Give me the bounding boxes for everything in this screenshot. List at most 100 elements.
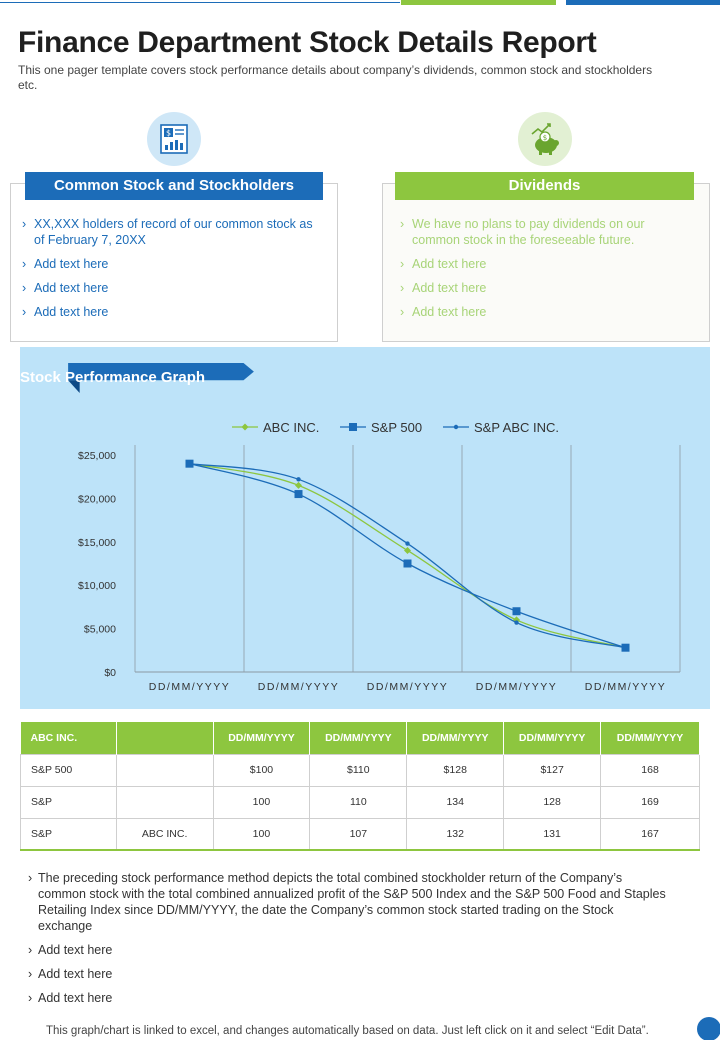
financial-report-icon: $ — [147, 112, 201, 166]
chevron-right-icon: › — [28, 871, 33, 885]
table-cell: $127 — [503, 753, 602, 787]
y-tick-label: $0 — [104, 667, 116, 679]
table-cell — [115, 753, 214, 787]
table-cell: S&P 500 — [20, 753, 117, 787]
table-cell: 134 — [406, 785, 505, 819]
legend-label: ABC INC. — [263, 420, 319, 435]
table-cell: S&P — [20, 817, 117, 851]
chevron-right-icon: › — [400, 305, 405, 319]
data-point — [514, 620, 519, 625]
chevron-right-icon: › — [28, 967, 33, 981]
page-subtitle: This one pager template covers stock per… — [18, 63, 653, 92]
common-stock-list: › XX,XXX holders of record of our common … — [22, 216, 322, 328]
y-tick-label: $20,000 — [78, 493, 116, 505]
column-header: DD/MM/YYYY — [309, 722, 408, 754]
table-row: S&P 100 110 134 128 169 — [20, 785, 700, 819]
table-cell: 169 — [600, 785, 700, 819]
table-cell: $100 — [212, 753, 311, 787]
legend-label: S&P ABC INC. — [474, 420, 559, 435]
table-cell: ABC INC. — [115, 817, 214, 851]
series-line — [189, 463, 626, 649]
table-cell: 100 — [212, 817, 311, 851]
list-item: › XX,XXX holders of record of our common … — [22, 217, 313, 247]
column-header: DD/MM/YYYY — [406, 722, 505, 754]
y-tick-label: $25,000 — [78, 450, 116, 462]
y-tick-label: $10,000 — [78, 580, 116, 592]
top-accent-blue — [566, 0, 720, 5]
chevron-right-icon: › — [400, 281, 405, 295]
x-tick-label: DD/MM/YYYY — [367, 681, 449, 693]
column-header: DD/MM/YYYY — [213, 722, 311, 754]
dividends-panel — [382, 183, 710, 342]
list-item: › Add text here — [28, 943, 113, 957]
table-row: S&P ABC INC. 100 107 132 131 167 — [20, 817, 700, 851]
data-point — [295, 481, 302, 489]
column-header: DD/MM/YYYY — [600, 722, 700, 754]
data-point — [296, 477, 301, 482]
table-cell: S&P — [20, 785, 117, 819]
table-cell — [115, 785, 214, 819]
chevron-right-icon: › — [22, 257, 27, 271]
piggy-bank-growth-icon: $ — [518, 112, 572, 166]
legend-marker — [453, 424, 459, 430]
footer-note: This graph/chart is linked to excel, and… — [46, 1025, 649, 1037]
table-cell: $110 — [309, 753, 408, 787]
table-cell: 100 — [212, 785, 311, 819]
chevron-right-icon: › — [28, 991, 33, 1005]
column-header — [116, 722, 214, 754]
data-point — [187, 461, 192, 466]
top-line — [0, 2, 400, 3]
table-cell: 110 — [309, 785, 408, 819]
chevron-right-icon: › — [22, 217, 27, 231]
list-item: › Add text here — [400, 257, 487, 271]
page-title: Finance Department Stock Details Report — [18, 26, 597, 59]
footer-decoration — [697, 1017, 720, 1040]
table-cell: 128 — [503, 785, 602, 819]
legend-label: S&P 500 — [371, 420, 422, 435]
list-item: › The preceding stock performance method … — [28, 871, 666, 933]
table-cell: 167 — [600, 817, 700, 851]
data-point — [623, 645, 628, 650]
list-item: › We have no plans to pay dividends on ou… — [400, 217, 645, 247]
top-accent-green — [401, 0, 556, 5]
notes-list: › The preceding stock performance method … — [28, 870, 668, 1014]
y-tick-label: $15,000 — [78, 537, 116, 549]
list-item: › Add text here — [28, 991, 113, 1005]
x-tick-label: DD/MM/YYYY — [149, 681, 231, 693]
list-item: › Add text here — [400, 281, 487, 295]
list-item: › Add text here — [28, 967, 113, 981]
column-header: ABC INC. — [20, 722, 117, 754]
list-item: › Add text here — [22, 257, 109, 271]
list-item: › Add text here — [22, 305, 109, 319]
x-tick-label: DD/MM/YYYY — [476, 681, 558, 693]
chevron-right-icon: › — [400, 217, 405, 231]
column-header: DD/MM/YYYY — [503, 722, 602, 754]
table-cell: 168 — [600, 753, 700, 787]
table-cell: 132 — [406, 817, 505, 851]
common-stock-panel — [10, 183, 338, 342]
table-cell: 131 — [503, 817, 602, 851]
table-row: S&P 500 $100 $110 $128 $127 168 — [20, 753, 700, 787]
data-point — [404, 546, 411, 554]
chevron-right-icon: › — [400, 257, 405, 271]
y-tick-label: $5,000 — [84, 624, 116, 636]
chevron-right-icon: › — [22, 281, 27, 295]
series-line — [189, 463, 626, 649]
chevron-right-icon: › — [28, 943, 33, 957]
graph-banner-shape — [68, 363, 254, 393]
x-tick-label: DD/MM/YYYY — [585, 681, 667, 693]
stock-data-table: ABC INC. DD/MM/YYYY DD/MM/YYYY DD/MM/YYY… — [20, 722, 700, 851]
common-stock-heading: Common Stock and Stockholders — [25, 172, 323, 200]
svg-text:$: $ — [166, 129, 171, 138]
graph-banner-title: Stock Performance Graph — [20, 369, 206, 386]
stock-performance-chart[interactable]: $0 $5,000 $10,000 $15,000 $20,000 $25,000 DD/M… — [20, 410, 710, 700]
table-cell: 107 — [309, 817, 408, 851]
legend-marker — [349, 423, 357, 431]
data-point — [405, 541, 410, 546]
legend-marker — [241, 423, 249, 431]
dividends-list: › We have no plans to pay dividends on ou… — [400, 216, 695, 328]
x-tick-label: DD/MM/YYYY — [258, 681, 340, 693]
list-item: › Add text here — [400, 305, 487, 319]
svg-text:$: $ — [543, 134, 547, 142]
data-point — [512, 607, 521, 616]
